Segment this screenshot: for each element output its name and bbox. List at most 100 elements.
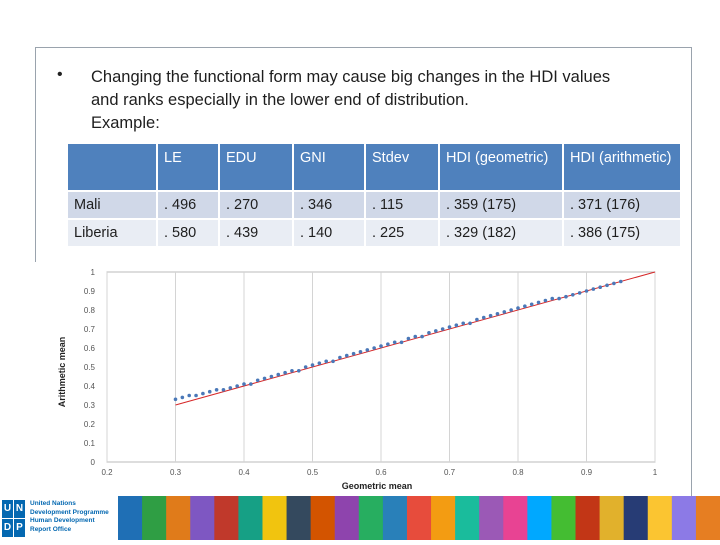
undp-logo: U N D P [2,500,26,538]
footer-image-tile [431,496,456,540]
footer-image-tile [142,496,167,540]
table-cell: . 496 [158,190,220,218]
slide-text-line-3: Example: [91,114,160,132]
data-point [214,388,219,392]
table-cell: . 225 [366,218,440,246]
undp-logo-letter: D [2,519,13,537]
data-point [351,351,356,356]
x-tick-label: 0.9 [581,468,593,477]
slide-text-line-1: Changing the functional form may cause b… [91,68,611,86]
footer-image-tile [503,496,528,540]
y-tick-label: 0.7 [84,325,96,334]
data-point [242,382,246,386]
data-point [502,310,507,314]
data-point [249,382,253,386]
footer-image-tile [334,496,360,540]
footer-banner [0,496,720,540]
table-cell: . 386 (175) [564,218,682,246]
scatter-plot: 0.2 0.3 0.4 0.5 0.6 0.7 0.8 0.9 1 0 0.1 0.2 0.3 0.4 0.… [35,262,670,502]
data-point [475,317,479,322]
table-cell: . 329 (182) [440,218,564,246]
x-tick-label: 0.7 [444,468,456,477]
x-tick-label: 1 [653,468,658,477]
scatter-plot-svg: 0.2 0.3 0.4 0.5 0.6 0.7 0.8 0.9 1 0 0.1 0.2 0.3 0.4 0.… [57,268,658,491]
data-point [434,329,438,333]
y-tick-label: 0.5 [84,363,96,372]
data-point [180,395,185,400]
footer-image-tile [286,496,312,540]
table-cell: Liberia [68,218,158,246]
data-point [235,384,239,388]
footer-image-tile [310,496,336,540]
footer-image-strip [118,496,720,540]
table-cell: . 439 [220,218,294,246]
data-point [427,331,431,335]
footer-image-tile [455,496,480,540]
data-point [297,369,301,373]
data-point [509,308,513,312]
undp-logo-letter: P [14,519,25,537]
data-point [598,285,602,289]
data-point [468,321,472,326]
data-point [173,397,178,402]
data-point [495,312,500,316]
data-point [194,393,198,398]
table-cell: . 270 [220,190,294,218]
footer-image-tile [262,496,288,540]
footer-image-tile [647,496,673,540]
footer-image-tile [551,496,577,540]
y-tick-label: 0.6 [84,344,96,353]
x-tick-label: 0.8 [512,468,524,477]
footer-image-tile [406,496,432,540]
data-point [564,294,568,299]
data-point [591,287,596,291]
footer-image-tile [599,496,625,540]
table-header-cell: EDU [220,144,294,190]
table-header-cell: LE [158,144,220,190]
data-point [187,393,191,398]
footer-image-tile [382,496,408,540]
data-point [612,281,616,286]
data-point [413,334,418,339]
x-tick-label: 0.6 [375,468,387,477]
data-point [262,376,267,381]
footer-image-tile [358,496,384,540]
table-cell: . 580 [158,218,220,246]
y-tick-label: 1 [91,268,96,277]
data-point [529,302,534,307]
data-point [310,363,315,367]
footer-image-tile [623,496,649,540]
table-cell: . 140 [294,218,366,246]
data-point [536,300,541,305]
table-cell: . 359 (175) [440,190,564,218]
data-point [207,389,212,394]
reference-line [175,271,656,406]
table-header-cell: HDI (arithmetic) [564,144,682,190]
org-name-line: United Nations [30,500,76,507]
data-point [201,391,205,396]
footer-image-tile [238,496,263,540]
data-point [221,388,226,392]
data-point [317,361,322,365]
table-row: Mali . 496 . 270 . 346 . 115 . 359 (175)… [68,190,682,218]
bullet-marker: • [57,66,63,83]
data-point [523,304,527,308]
data-point [605,283,609,288]
data-point [290,369,294,373]
data-point [577,291,582,295]
data-point [324,359,329,364]
table-header-cell: GNI [294,144,366,190]
footer-image-tile [575,496,601,540]
data-point [543,298,548,303]
footer-image-tile [214,496,239,540]
data-point [365,348,370,352]
data-point [255,378,260,383]
x-axis-label: Geometric mean [342,481,413,491]
slide-text: Changing the functional form may cause b… [91,66,681,135]
footer-image-tile [118,496,143,540]
table-header-cell: Stdev [366,144,440,190]
data-point [276,372,281,377]
data-point [584,289,589,293]
data-point [406,336,411,341]
org-name: United Nations Development Programme Hum… [30,500,109,534]
